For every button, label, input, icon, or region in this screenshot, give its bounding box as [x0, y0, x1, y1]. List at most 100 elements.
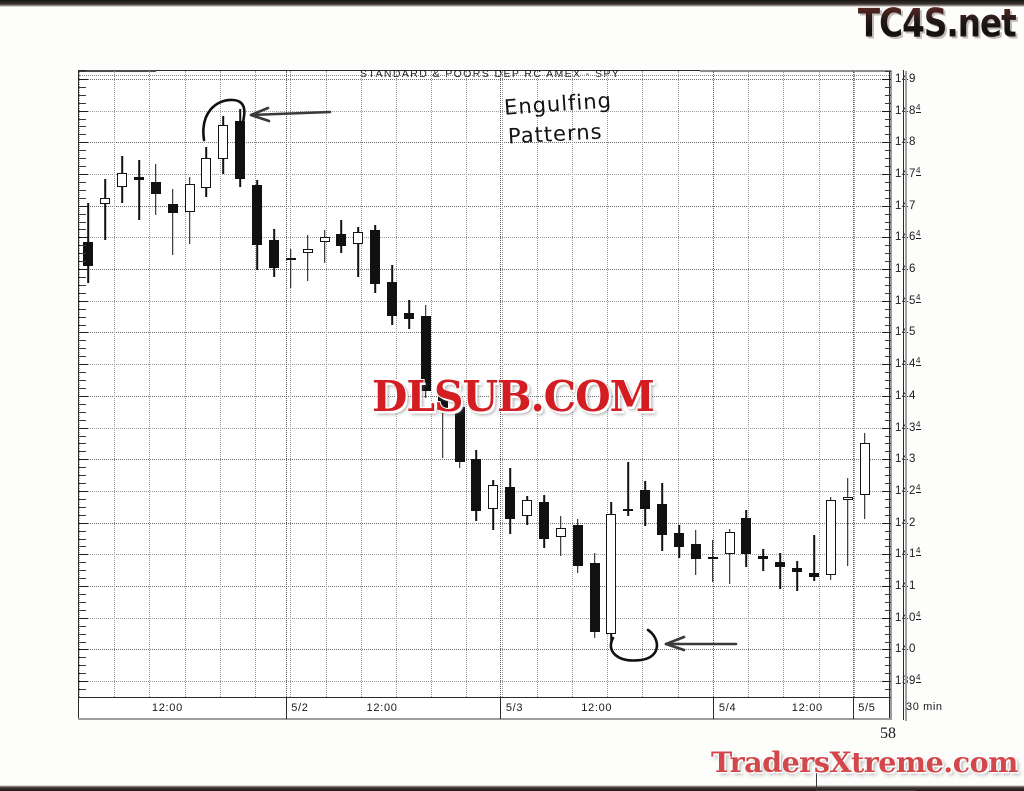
price-tick-minor	[885, 134, 891, 136]
time-axis-label: 5/5	[858, 702, 876, 714]
price-tick-major	[79, 554, 88, 556]
price-axis-label: 1474	[895, 166, 922, 180]
gridline-horizontal	[79, 490, 889, 492]
price-tick-major	[882, 586, 891, 588]
price-tick-minor	[885, 411, 891, 413]
time-axis-label: 12:00	[366, 702, 398, 714]
price-tick-minor	[79, 483, 86, 485]
price-tick-minor	[79, 578, 86, 580]
price-tick-minor	[79, 213, 86, 215]
candlestick-body-down	[792, 568, 803, 573]
price-tick-major	[882, 205, 891, 207]
price-tick-minor	[79, 514, 86, 516]
gridline-horizontal	[79, 617, 889, 619]
candlestick-body-up	[218, 124, 229, 159]
time-axis-label: 12:00	[791, 702, 823, 714]
price-tick-minor	[79, 134, 86, 136]
price-tick-major	[882, 427, 891, 429]
price-tick-major	[79, 269, 88, 271]
page-number: 58	[880, 725, 896, 742]
price-tick-minor	[885, 506, 891, 508]
price-axis-label: 1454	[895, 292, 922, 307]
price-tick-minor	[885, 189, 891, 191]
time-axis-label: 12:00	[581, 702, 613, 714]
candlestick-wick	[323, 229, 326, 263]
price-tick-minor	[79, 229, 86, 231]
price-tick-minor	[885, 86, 891, 88]
price-tick-minor	[885, 483, 891, 485]
gridline-vertical	[79, 71, 80, 697]
price-tick-major	[79, 395, 88, 397]
price-tick-minor	[79, 348, 86, 350]
candlestick-body-down	[420, 316, 431, 391]
gridline-horizontal	[79, 681, 889, 683]
candlestick	[184, 71, 195, 697]
gridline-vertical	[818, 71, 820, 697]
price-tick-minor	[79, 126, 86, 128]
gridline-horizontal	[79, 142, 889, 144]
candlestick-wick	[306, 234, 309, 281]
session-divider	[500, 71, 502, 697]
gridline-vertical	[501, 71, 503, 697]
candlestick	[538, 71, 549, 697]
price-axis-label: 1444	[895, 356, 922, 371]
candlestick-body-up	[285, 257, 296, 261]
price-tick-minor	[79, 340, 86, 342]
price-tick-minor	[885, 498, 891, 500]
time-axis-label: 12:00	[151, 702, 183, 714]
candlestick	[285, 71, 296, 697]
candlestick-wick	[289, 248, 292, 289]
price-tick-minor	[79, 403, 86, 405]
candlestick	[252, 71, 263, 697]
gridline-horizontal	[79, 427, 889, 429]
price-tick-minor	[885, 633, 891, 635]
candlestick-body-up	[859, 442, 870, 495]
candlestick-body-up	[302, 248, 313, 253]
price-tick-major	[79, 490, 88, 492]
candlestick-body-down	[437, 389, 448, 410]
price-tick-minor	[885, 181, 891, 183]
candlestick-body-up	[488, 484, 499, 509]
price-tick-minor	[79, 593, 86, 595]
price-tick-minor	[79, 570, 86, 572]
price-tick-minor	[79, 308, 86, 310]
price-tick-minor	[79, 197, 86, 199]
candlestick-body-up	[825, 499, 836, 575]
scan-edge-top	[0, 0, 1024, 7]
candlestick	[319, 71, 330, 697]
candlestick	[623, 71, 634, 697]
price-tick-minor	[885, 514, 891, 516]
candlestick-body-down	[808, 573, 819, 578]
price-tick-minor	[79, 118, 86, 120]
price-tick-minor	[885, 570, 891, 572]
price-tick-minor	[79, 86, 86, 88]
price-tick-minor	[79, 411, 86, 413]
price-tick-minor	[79, 166, 86, 168]
price-tick-major	[79, 237, 88, 239]
price-axis: 149 1484 148 1474 147 1464 146 1454 145 1444 144 14…	[891, 60, 959, 708]
time-axis-divider	[852, 698, 854, 719]
candlestick-body-up	[522, 499, 533, 517]
time-axis-divider	[713, 698, 715, 719]
candlestick	[859, 71, 870, 697]
candlestick-body-down	[589, 563, 600, 632]
candlestick-wick	[357, 227, 360, 277]
price-tick-minor	[79, 689, 86, 691]
price-tick-minor	[885, 245, 891, 247]
price-tick-minor	[885, 419, 891, 421]
price-tick-minor	[79, 292, 86, 294]
price-tick-minor	[885, 102, 891, 104]
price-tick-major	[882, 332, 891, 334]
price-tick-minor	[79, 277, 86, 279]
candlestick	[808, 71, 819, 697]
candlestick-body-up	[353, 232, 364, 244]
gridline-vertical	[114, 71, 116, 697]
candlestick	[555, 71, 566, 697]
price-tick-minor	[79, 245, 86, 247]
price-tick-minor	[79, 158, 86, 160]
candlestick	[218, 71, 229, 697]
chart-plot-area[interactable]	[79, 71, 889, 697]
price-tick-minor	[79, 601, 86, 603]
price-tick-major	[882, 237, 891, 239]
candlestick	[387, 71, 398, 697]
